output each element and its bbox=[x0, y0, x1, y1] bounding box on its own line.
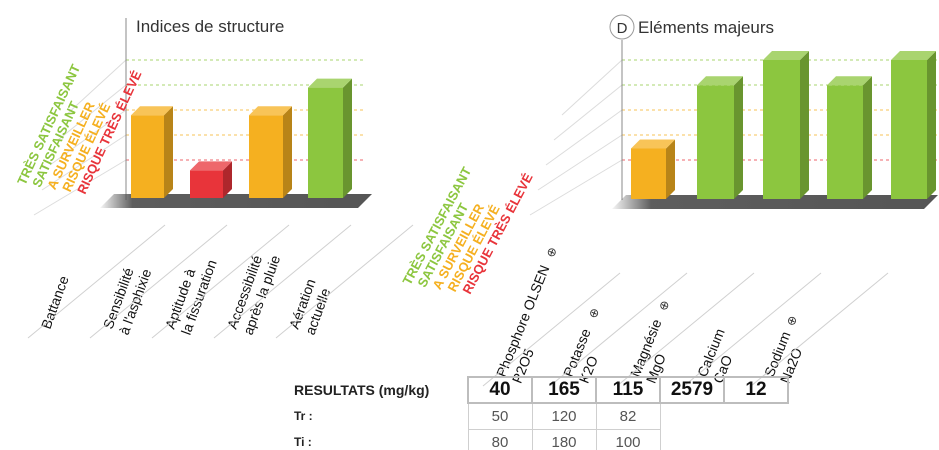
chart2-title: Eléments majeurs bbox=[638, 18, 774, 37]
chart1-bar bbox=[308, 78, 352, 198]
result-value: 2579 bbox=[659, 376, 725, 404]
chart1-bar-side bbox=[343, 78, 352, 198]
chart1-category-separator bbox=[151, 224, 290, 339]
chart1-bar-top bbox=[249, 106, 292, 116]
chart2-bar-face bbox=[763, 60, 800, 199]
ti-row: Ti : 80 180 100 bbox=[290, 428, 788, 450]
ti-value: 180 bbox=[531, 428, 597, 450]
chart1-bar-side bbox=[164, 106, 173, 198]
chart1-bar-top bbox=[131, 106, 173, 116]
empty-cell bbox=[724, 403, 788, 429]
chart2-bar-top bbox=[827, 76, 872, 86]
chart2-gridline-connector bbox=[537, 134, 623, 191]
chart1-category-label: Aptitude àla fissuration bbox=[162, 258, 220, 337]
tr-value: 50 bbox=[467, 402, 533, 430]
chart1-category-separator bbox=[213, 224, 352, 339]
result-value: 12 bbox=[723, 376, 789, 404]
results-row: RESULTATS (mg/kg) 40 165 115 2579 12 bbox=[290, 376, 789, 404]
chart2-bar bbox=[697, 76, 743, 199]
plus-circle-icon: ⊕ bbox=[586, 306, 603, 321]
chart2-gridline-connector bbox=[545, 109, 623, 166]
chart2-bar-top bbox=[891, 51, 936, 60]
chart1-category-separator bbox=[27, 224, 166, 339]
chart1-gridline-connector bbox=[65, 59, 127, 116]
chart2-category-separator bbox=[750, 272, 889, 387]
chart1-category-text: Battance bbox=[38, 273, 72, 331]
chart2-bar-face bbox=[631, 148, 666, 199]
chart1-bar-face bbox=[131, 115, 164, 198]
chart2-bar-side bbox=[734, 76, 743, 199]
results-table: RESULTATS (mg/kg) 40 165 115 2579 12 Tr … bbox=[290, 376, 789, 450]
chart1-category-separator bbox=[89, 224, 228, 339]
empty-cell bbox=[724, 429, 788, 450]
chart2-gridline-connector bbox=[529, 159, 623, 216]
tr-row: Tr : 50 120 82 bbox=[290, 402, 788, 430]
chart2-category-separator bbox=[482, 272, 621, 387]
chart2-category-separator bbox=[549, 272, 688, 387]
chart2-bar-top bbox=[697, 76, 743, 86]
chart1-gridline-connector bbox=[57, 84, 127, 141]
major-elements-chart: D Eléments majeurs TRÈS SATISFAISANTSATI… bbox=[399, 14, 938, 387]
empty-cell bbox=[660, 429, 724, 450]
chart2-badge-circle bbox=[609, 14, 635, 40]
chart1-title: Indices de structure bbox=[136, 17, 284, 36]
ti-label: Ti : bbox=[294, 435, 312, 449]
structure-indices-chart: Indices de structure TRÈS SATISFAISANTSA… bbox=[14, 17, 414, 339]
result-value: 165 bbox=[531, 376, 597, 404]
results-label: RESULTATS (mg/kg) bbox=[294, 382, 430, 398]
chart1-bar bbox=[249, 106, 292, 198]
chart2-gridline-connector bbox=[561, 59, 623, 116]
chart1-gridline-connector bbox=[49, 109, 127, 166]
chart1-bar-side bbox=[283, 106, 292, 198]
plus-circle-icon: ⊕ bbox=[783, 313, 800, 328]
chart2-bar-face bbox=[697, 85, 734, 199]
chart2-bar-face bbox=[827, 85, 863, 199]
chart1-category-separator bbox=[275, 224, 414, 339]
chart2-category-separator bbox=[616, 272, 755, 387]
result-value: 40 bbox=[467, 376, 533, 404]
chart1-bar-side bbox=[223, 161, 232, 198]
chart2-bar-face bbox=[891, 60, 927, 199]
chart1-bar-top bbox=[190, 161, 232, 171]
tr-value: 82 bbox=[595, 402, 661, 430]
ti-value: 80 bbox=[467, 428, 533, 450]
tr-value: 120 bbox=[531, 402, 597, 430]
chart1-bar-top bbox=[308, 78, 352, 88]
chart2-bar-side bbox=[927, 51, 936, 199]
chart2-bar-side bbox=[800, 51, 809, 199]
result-value: 115 bbox=[595, 376, 661, 404]
empty-cell bbox=[660, 403, 724, 429]
chart1-category-label: Battance bbox=[38, 273, 72, 331]
chart2-category-separator bbox=[683, 272, 822, 387]
chart2-bar-top bbox=[631, 139, 675, 149]
chart1-bar bbox=[190, 161, 232, 198]
chart1-bar bbox=[131, 106, 173, 198]
plus-circle-icon: ⊕ bbox=[656, 298, 673, 313]
tr-label: Tr : bbox=[294, 409, 313, 423]
chart2-bar bbox=[827, 76, 872, 199]
chart2-badge: D bbox=[617, 20, 628, 37]
chart2-bar bbox=[631, 139, 675, 199]
chart2-bar-side bbox=[863, 76, 872, 199]
plus-circle-icon: ⊕ bbox=[543, 245, 560, 260]
chart1-bar-face bbox=[308, 87, 343, 198]
chart1-gridline-connector bbox=[41, 134, 127, 191]
chart1-bar-face bbox=[249, 115, 283, 198]
chart2-bar-side bbox=[666, 139, 675, 199]
chart1-floor bbox=[100, 194, 372, 208]
ti-value: 100 bbox=[595, 428, 661, 450]
chart2-bar-top bbox=[763, 51, 809, 60]
chart1-bar-face bbox=[190, 170, 223, 198]
chart1-gridline-connector bbox=[33, 159, 127, 216]
chart2-bar bbox=[763, 51, 809, 199]
chart2-bar bbox=[891, 51, 936, 199]
chart2-gridline-connector bbox=[553, 84, 623, 141]
